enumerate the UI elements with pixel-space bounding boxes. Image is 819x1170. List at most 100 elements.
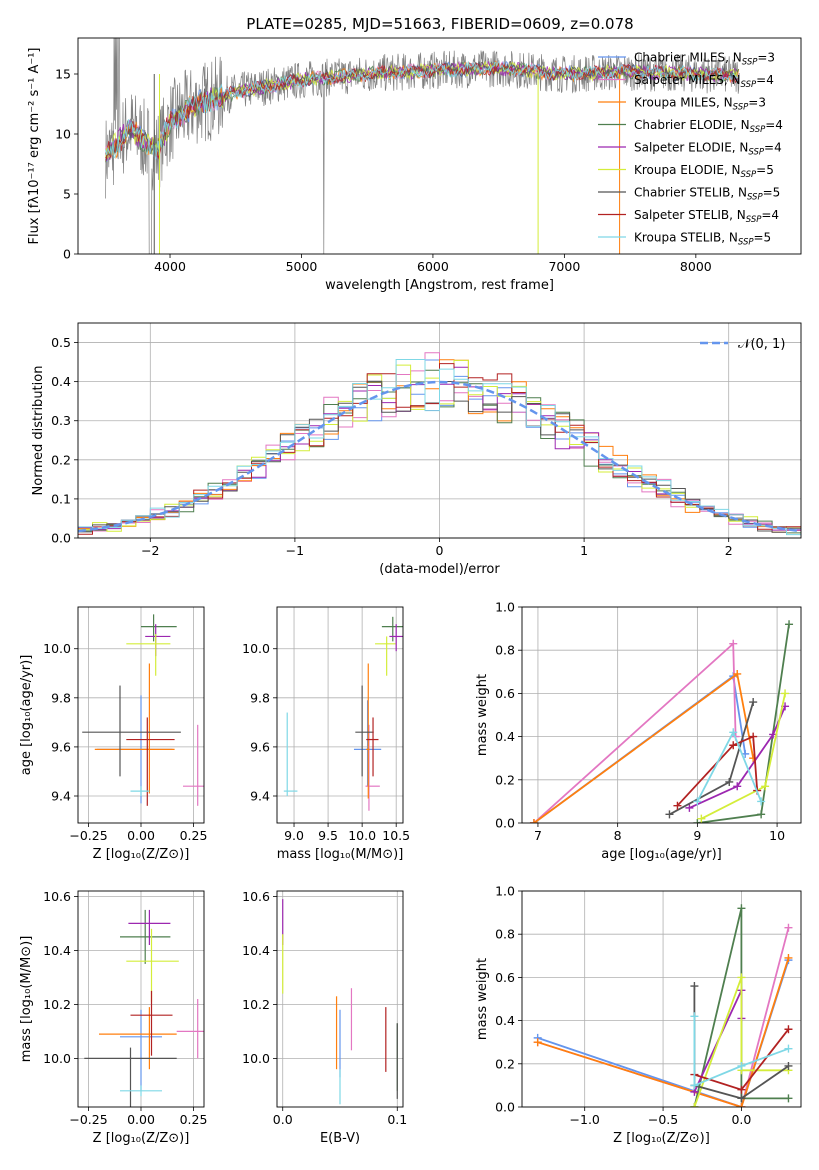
age-vs-Z-ytick-label: 9.6 [51, 739, 71, 754]
legend-entry-7: Salpeter STELIB, NSSP=4 [634, 208, 779, 225]
model-spectrum-6 [105, 60, 740, 161]
mass-vs-Z-ytick-label: 10.0 [43, 1051, 71, 1066]
age-vs-Z-xtick-label: 0.25 [180, 828, 208, 843]
mass-vs-Z-xtick-label: 0.00 [127, 1112, 155, 1127]
mass-vs-Z-xtick-label: −0.25 [69, 1112, 107, 1127]
mass-weight-vs-age-marker [785, 620, 794, 629]
mass-weight-vs-age-ytick-label: 0.2 [495, 772, 515, 787]
legend-tail: =3 [748, 96, 766, 110]
mass-vs-ebv-xlabel: E(B-V) [320, 1131, 360, 1146]
mass-vs-Z-point-3 [120, 909, 171, 964]
mass-vs-Z-point-0 [120, 1009, 162, 1091]
age-vs-Z-axes: −0.25 0.00 0.25 9.4 9.6 9.8 10.0 Z [log₁₀(Z/Z⊙)… [19, 607, 207, 862]
age-vs-Z-point-3 [141, 614, 177, 642]
mass-weight-vs-Z-marker [737, 1094, 746, 1103]
histograms [78, 352, 801, 536]
age-vs-mass-xlabel: mass [log₁₀(M/M⊙)] [277, 847, 404, 862]
mass-vs-ebv-ytick-label: 10.6 [242, 889, 270, 904]
age-vs-mass-axes: 9.0 9.5 10.0 10.5 9.4 9.6 9.8 10.0 mass [log₁₀(M… [242, 607, 410, 862]
age-vs-Z-ytick-label: 9.8 [51, 690, 71, 705]
mass-weight-vs-age-xtick-label: 7 [534, 828, 542, 843]
legend-label: Kroupa STELIB, N [634, 231, 738, 245]
mass-vs-Z-point-5 [126, 928, 179, 1002]
mass-weight-vs-age-frame [521, 606, 802, 824]
residuals-xtick-label: −1 [286, 543, 304, 558]
legend-tail: =5 [763, 186, 781, 200]
legend-label: Salpeter MILES, N [634, 73, 741, 87]
mass-weight-vs-Z-series [533, 904, 793, 1107]
legend-label: Chabrier ELODIE, N [634, 118, 750, 132]
mass-weight-vs-age-ytick-label: 1.0 [495, 600, 515, 615]
mass-weight-vs-Z-xlabel: Z [log₁₀(Z/Z⊙)] [613, 1131, 710, 1146]
mass-weight-vs-Z-marker [737, 973, 746, 982]
mass-weight-vs-age-xtick-label: 9 [693, 828, 701, 843]
mass-weight-vs-age-marker [729, 741, 738, 750]
age-vs-Z-xlabel: Z [log₁₀(Z/Z⊙)] [93, 847, 190, 862]
spectrum-ytick-label: 0 [63, 247, 71, 262]
mass-weight-vs-age-xlabel: age [log₁₀(age/yr)] [601, 847, 722, 862]
mass-weight-vs-Z-marker [784, 1094, 793, 1103]
mass-weight-vs-age-line-7 [676, 735, 759, 807]
mass-weight-vs-Z-ytick-label: 0.2 [495, 1056, 515, 1071]
residuals-xtick-label: 2 [725, 543, 733, 558]
mass-weight-vs-Z-frame [521, 890, 802, 1108]
mass-weight-vs-age-marker [749, 732, 758, 741]
mass-weight-vs-age-marker [665, 810, 674, 819]
mass-weight-vs-age-marker [729, 639, 738, 648]
mass-weight-vs-age-line-2 [533, 672, 755, 823]
mass-weight-vs-Z-marker [784, 923, 793, 932]
mass-vs-ebv-ytick-label: 10.4 [242, 943, 270, 958]
age-vs-mass-ytick-label: 9.8 [250, 690, 270, 705]
age-vs-Z-point-6 [82, 685, 181, 777]
legend-tail: =3 [757, 51, 775, 65]
mass-weight-vs-Z-ylabel: mass weight [475, 958, 490, 1040]
legend-entry-3: Chabrier ELODIE, NSSP=4 [634, 118, 783, 135]
spectrum-ytick-label: 5 [63, 187, 71, 202]
legend-label: Kroupa ELODIE, N [634, 163, 741, 177]
legend-sub: SSP [747, 193, 763, 203]
mass-weight-vs-age-ytick-label: 0.6 [495, 686, 515, 701]
model-spectrum-8 [105, 60, 740, 159]
legend-tail: =5 [754, 231, 772, 245]
legend-sub: SSP [741, 80, 757, 90]
mass-weight-vs-Z-marker [533, 1038, 542, 1047]
normal-legend-label: 𝒩(0, 1) [738, 337, 785, 352]
age-vs-mass-point-6 [355, 685, 374, 777]
residuals-ylabel: Normed distribution [31, 366, 46, 496]
legend-label: Salpeter STELIB, N [634, 208, 746, 222]
legend-tail: =5 [756, 163, 774, 177]
mass-vs-Z-ylabel: mass [log₁₀(M/M⊙)] [19, 936, 34, 1063]
age-vs-mass-point-4 [389, 624, 403, 652]
spectrum-xlabel: wavelength [Angstrom, rest frame] [325, 278, 554, 293]
mass-vs-ebv-xtick-label: 0.1 [387, 1112, 407, 1127]
mass-weight-vs-Z-ytick-label: 0.6 [495, 970, 515, 985]
spectrum-ylabel: Flux [fλ10⁻¹⁷ erg cm⁻² s⁻¹ A⁻¹] [27, 48, 42, 245]
residuals-frame [77, 322, 802, 539]
mass-weight-vs-Z-marker [690, 982, 699, 991]
residuals-xtick-label: −2 [141, 543, 159, 558]
mass-weight-vs-Z-line-2 [537, 957, 790, 1107]
mass-weight-vs-Z-marker [784, 1025, 793, 1034]
legend-tail: =4 [765, 118, 783, 132]
mass-vs-Z-xtick-label: 0.25 [180, 1112, 208, 1127]
mass-vs-Z-ytick-label: 10.6 [43, 889, 71, 904]
mass-vs-ebv-xtick-label: 0.0 [273, 1112, 293, 1127]
mass-weight-vs-age-marker [757, 797, 766, 806]
mass-vs-Z-point-1 [176, 999, 204, 1059]
age-vs-mass-point-0 [353, 700, 382, 787]
age-vs-Z-frame [77, 606, 205, 824]
age-vs-mass-ytick-label: 9.4 [250, 789, 270, 804]
mass-weight-vs-age-ytick-label: 0.8 [495, 643, 515, 658]
mass-weight-vs-Z-xtick-label: 0.0 [731, 1112, 751, 1127]
age-vs-Z-xtick-label: 0.00 [127, 828, 155, 843]
mass-weight-vs-age-series [529, 620, 794, 823]
mass-weight-vs-Z-marker [737, 904, 746, 913]
mass-vs-ebv-frame [276, 890, 404, 1108]
age-vs-mass-frame [276, 606, 404, 824]
mass-vs-Z-axes: −0.25 0.00 0.25 10.0 10.2 10.4 10.6 Z [log₁₀(Z/… [19, 889, 207, 1146]
mass-weight-vs-Z-marker [690, 1103, 699, 1107]
mass-vs-Z-point-4 [128, 909, 171, 945]
legend-entry-4: Salpeter ELODIE, NSSP=4 [634, 141, 782, 158]
mass-weight-vs-Z-marker [737, 1085, 746, 1094]
mass-weight-vs-age-marker [749, 698, 758, 707]
